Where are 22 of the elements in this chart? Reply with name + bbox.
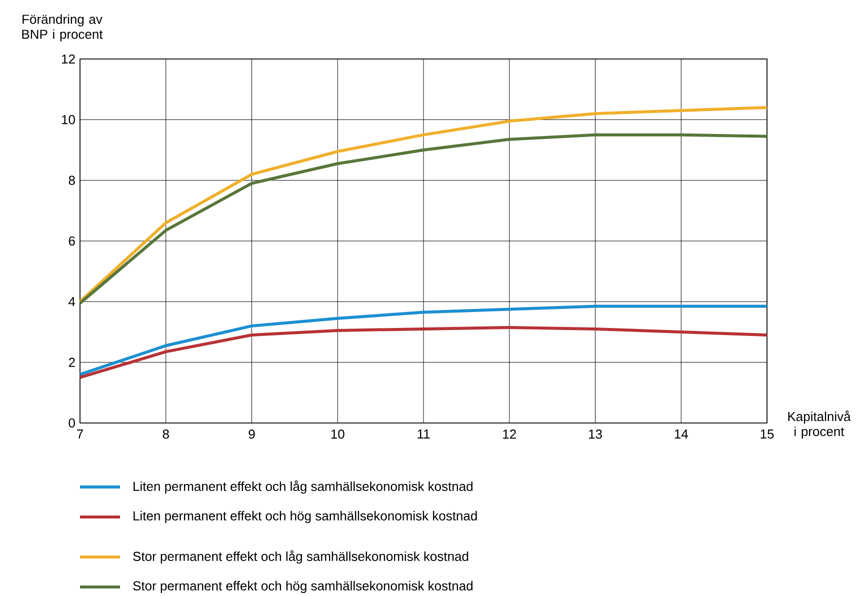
y-tick-label: 6 xyxy=(68,236,75,246)
legend-label: Liten permanent effekt och hög samhällsekonomisk kostnad xyxy=(134,510,477,524)
y-tick-label: 8 xyxy=(68,176,75,185)
y-tick-label: 0 xyxy=(68,418,75,428)
y-tick-label: 10 xyxy=(62,115,75,124)
y-axis-title: Förändring av BNP i procent xyxy=(22,14,103,42)
x-tick-label: 13 xyxy=(589,430,602,439)
x-axis-title: Kapitalnivå i procent xyxy=(788,410,851,439)
legend-label: Stor permanent effekt och hög samhällsekonomisk kostnad xyxy=(133,580,472,594)
x-tick-label: 10 xyxy=(331,430,344,439)
x-tick-label: 15 xyxy=(760,430,774,439)
legend-label: Liten permanent effekt och låg samhällsekonomisk kostnad xyxy=(134,480,472,494)
x-tick-label: 9 xyxy=(248,430,255,439)
x-tick-label: 11 xyxy=(418,430,430,438)
x-tick-label: 8 xyxy=(162,430,169,439)
x-tick-label: 12 xyxy=(503,430,516,439)
x-tick-label: 14 xyxy=(674,430,688,438)
legend-label: Stor permanent effekt och låg samhällsekonomisk kostnad xyxy=(133,550,468,564)
x-tick-label: 7 xyxy=(77,430,83,438)
y-tick-label: 2 xyxy=(68,358,75,367)
y-tick-label: 12 xyxy=(62,54,75,64)
y-tick-label: 4 xyxy=(68,297,76,306)
